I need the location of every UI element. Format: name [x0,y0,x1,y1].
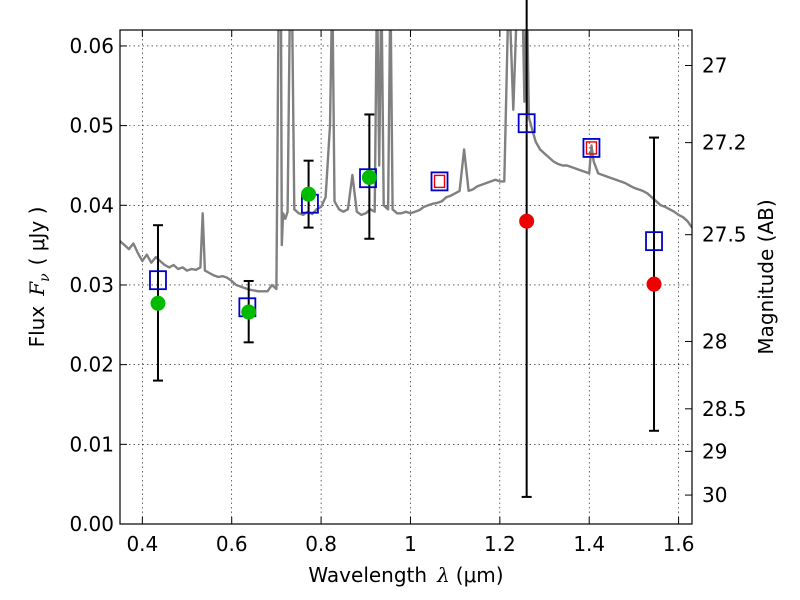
magnitude-axis-title: Magnitude (AB) [754,199,778,354]
plot-frame [119,29,693,525]
y-tick-label: 0.06 [69,34,114,58]
magnitude-tick-label: 30 [702,483,727,507]
spectrum-layer [120,30,692,293]
x-tick-label: 1.4 [573,532,605,556]
magnitude-axis-ticks: 27 27.2 27.5 28 28.5 29 30 [685,53,747,507]
magnitude-tick-label: 27.5 [702,223,747,247]
model-point-square [517,113,536,134]
model-point-square [645,231,663,252]
model-point-square [430,171,449,192]
observed-point [646,276,662,292]
model-point-square [582,138,601,158]
observed-point [150,295,166,311]
magnitude-tick-label: 28 [702,329,727,353]
x-tick-label: 0.8 [305,532,337,556]
errorbar-layer [152,0,660,498]
observed-points-layer [150,141,662,320]
model-points-layer [149,113,663,318]
x-axis-ticks: 0.4 0.6 0.8 1 1.2 1.4 1.6 [126,30,695,556]
spectrum-line [120,30,692,293]
observed-point [241,304,257,320]
observed-point [519,213,535,229]
x-tick-label: 0.6 [216,532,248,556]
magnitude-tick-label: 27 [702,53,727,77]
y-tick-label: 0.00 [69,512,114,536]
observed-point [361,169,377,185]
observed-point-open [585,141,598,155]
x-tick-label: 1.6 [663,532,695,556]
y-axis-title: FluxFν( μJy ) [25,207,53,348]
y-tick-label: 0.04 [69,193,114,217]
y-tick-label: 0.03 [69,273,114,297]
y-tick-label: 0.05 [69,114,114,138]
y-tick-label: 0.02 [69,353,114,377]
y-axis-ticks: 0.00 0.01 0.02 0.03 0.04 0.05 0.06 [69,34,127,536]
x-tick-label: 1.2 [484,532,516,556]
x-tick-label: 0.4 [126,532,158,556]
observed-point-open [433,174,446,189]
x-tick-label: 1 [404,532,417,556]
x-axis-title: Wavelength λ (μm) [308,563,503,587]
magnitude-tick-label: 28.5 [702,397,747,421]
observed-point [301,186,317,202]
magnitude-tick-label: 27.2 [702,131,747,155]
magnitude-tick-label: 29 [702,439,727,463]
grid-lines [120,30,692,525]
model-point-square [149,270,167,291]
y-tick-label: 0.01 [69,432,114,456]
